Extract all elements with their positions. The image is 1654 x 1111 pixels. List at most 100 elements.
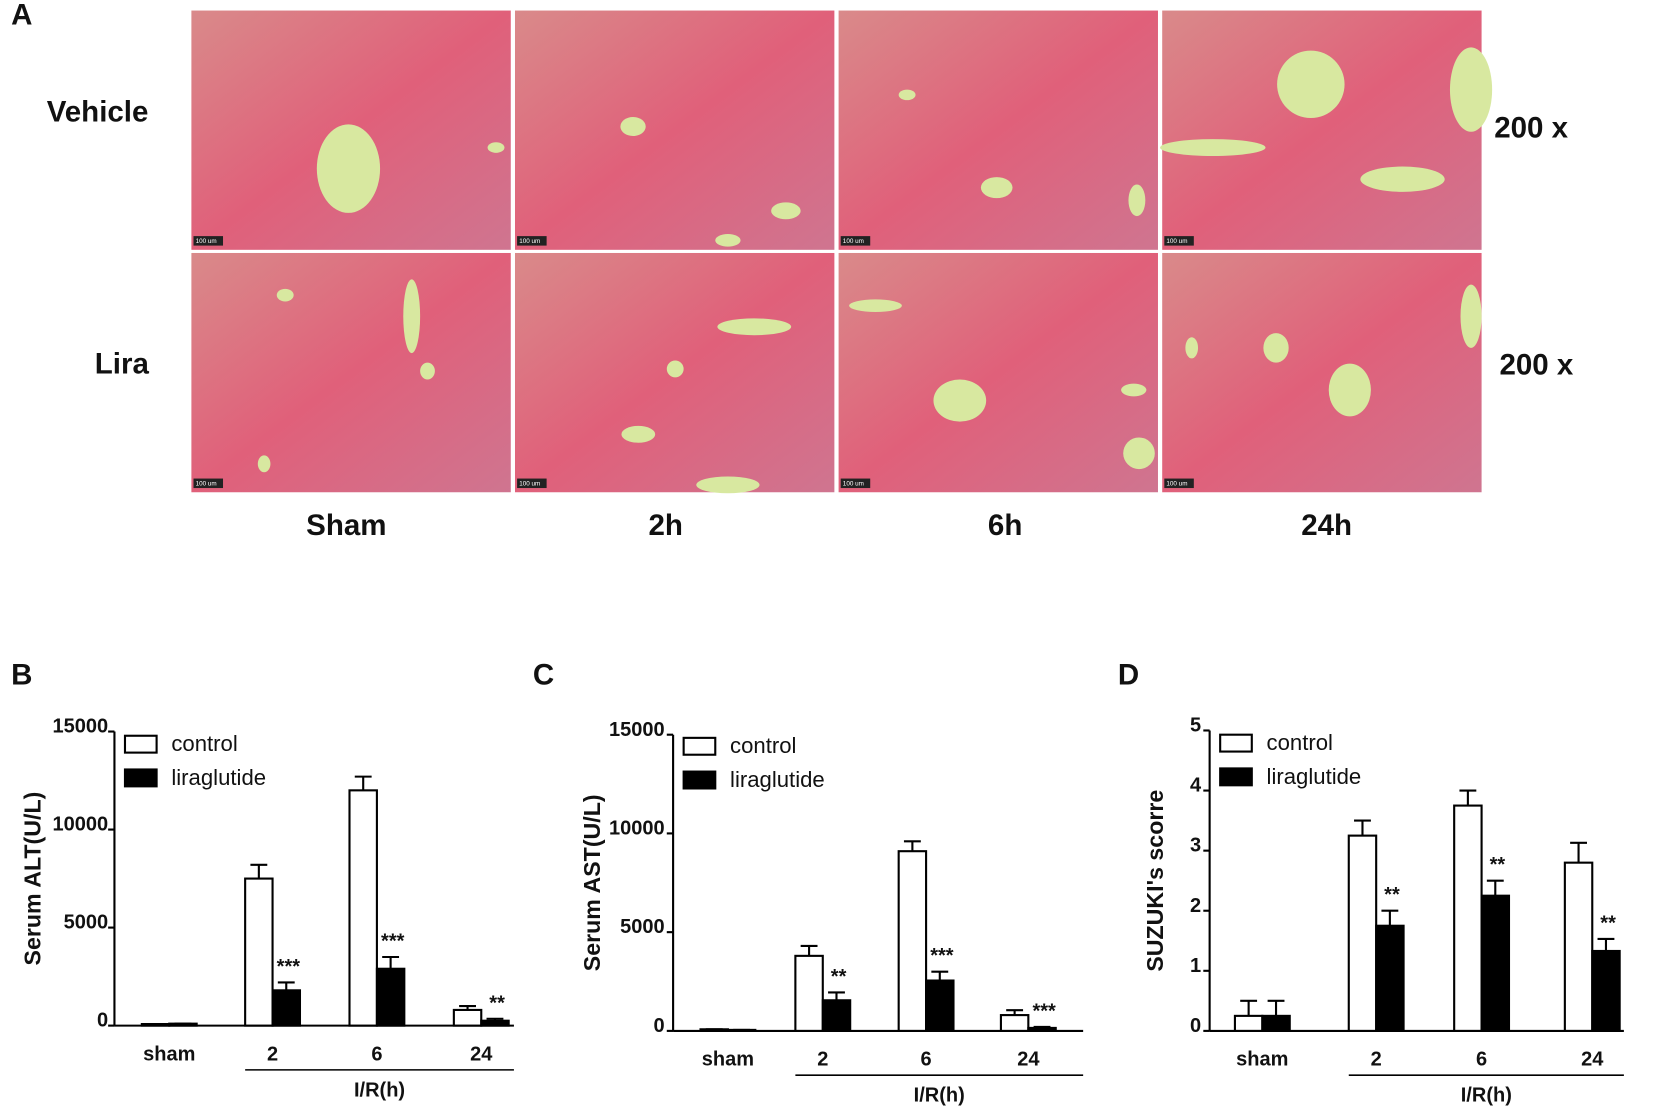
bar [480, 1019, 510, 1027]
x-tick-label: 2 [267, 1043, 278, 1065]
vessel [715, 234, 741, 247]
y-tick-label: 0 [1190, 1015, 1201, 1037]
panel-label: D [1118, 659, 1139, 692]
bar [1261, 1014, 1291, 1032]
vessel [1277, 50, 1345, 119]
scale-bar-text: 100 um [843, 480, 864, 487]
significance: ** [1490, 854, 1506, 876]
panel-label: A [11, 0, 32, 32]
x-tick-label: 6 [921, 1049, 932, 1071]
y-axis-label: Serum AST(U/L) [579, 794, 605, 971]
row-label: Lira [95, 348, 150, 381]
vessel [1263, 333, 1289, 363]
bar [794, 954, 824, 1032]
bar [999, 1014, 1030, 1032]
bar [925, 979, 955, 1032]
micrograph [838, 252, 1158, 493]
y-tick-label: 5 [1190, 715, 1201, 737]
scale-bar-box [1164, 236, 1194, 246]
micrograph [191, 252, 511, 493]
bar [1480, 894, 1511, 1032]
vessel [257, 455, 271, 473]
legend-label: liraglutide [730, 767, 825, 792]
legend-swatch [1219, 733, 1253, 753]
bar [1233, 1014, 1264, 1032]
x-tick-label: sham [143, 1043, 195, 1065]
vessel [1449, 47, 1493, 132]
vessel [316, 124, 381, 213]
significance: ** [489, 992, 505, 1014]
x-tick-label: 6 [1476, 1049, 1487, 1071]
column-label: 2h [649, 509, 683, 542]
bar [1375, 924, 1405, 1032]
bar [1453, 804, 1483, 1032]
x-tick-label: 6 [371, 1043, 382, 1065]
x-axis-label: I/R(h) [354, 1079, 405, 1101]
bar [897, 850, 928, 1032]
vessel [276, 288, 294, 302]
x-tick-label: sham [702, 1049, 754, 1071]
x-axis-label: I/R(h) [1461, 1085, 1512, 1107]
scale-bar-box [840, 478, 871, 489]
bar [348, 789, 378, 1027]
vessel [420, 362, 435, 380]
bar [244, 877, 274, 1027]
y-tick-label: 5000 [620, 916, 665, 938]
panel-label: B [11, 659, 32, 692]
bar [1563, 861, 1594, 1032]
magnification: 200 x [1494, 111, 1568, 144]
vessel [487, 142, 505, 153]
vessel [403, 279, 421, 354]
y-tick-label: 4 [1190, 775, 1202, 797]
y-tick-label: 3 [1190, 835, 1201, 857]
y-tick-label: 10000 [52, 814, 108, 836]
scale-bar-text: 100 um [519, 238, 540, 245]
bar [271, 989, 302, 1027]
scale-bar-text: 100 um [519, 480, 540, 487]
scale-bar-box [840, 236, 871, 246]
x-tick-label: 24 [1581, 1049, 1604, 1071]
vessel [1360, 166, 1445, 192]
scale-bar-text: 100 um [196, 238, 217, 245]
significance: ** [1600, 912, 1616, 934]
micrograph [1162, 252, 1482, 493]
vessel [980, 177, 1013, 199]
scale-bar-text: 100 um [1166, 480, 1187, 487]
vessel [1160, 139, 1266, 157]
row-label: Vehicle [47, 96, 149, 129]
y-tick-label: 1 [1190, 955, 1201, 977]
significance: *** [277, 956, 301, 978]
column-label: Sham [306, 509, 386, 542]
vessel [771, 202, 801, 220]
significance: *** [1032, 1000, 1056, 1022]
micrograph [1162, 10, 1482, 250]
vessel [666, 360, 684, 378]
x-tick-label: 24 [1017, 1049, 1040, 1071]
scale-bar-box [1164, 478, 1194, 489]
y-tick-label: 0 [654, 1015, 665, 1037]
scale-bar-box [517, 236, 547, 246]
vessel [1328, 363, 1371, 417]
vessel [696, 476, 760, 494]
significance: ** [831, 966, 847, 988]
x-tick-label: 2 [817, 1049, 828, 1071]
x-tick-label: sham [1236, 1049, 1288, 1071]
panel-label: C [533, 659, 554, 692]
bar [1027, 1026, 1057, 1032]
scale-bar-box [193, 478, 224, 489]
vessel [620, 117, 646, 136]
legend-label: control [171, 731, 237, 756]
vessel [621, 425, 656, 443]
vessel [849, 299, 902, 313]
vessel [933, 379, 987, 422]
vessel [1123, 437, 1155, 470]
bar [821, 999, 852, 1032]
vessel [898, 89, 916, 101]
x-axis-label: I/R(h) [914, 1085, 965, 1107]
scale-bar-box [193, 236, 224, 246]
scale-bar-box [517, 478, 547, 489]
scale-bar-text: 100 um [1166, 238, 1187, 245]
legend-swatch [682, 736, 717, 756]
y-tick-label: 15000 [609, 719, 665, 741]
